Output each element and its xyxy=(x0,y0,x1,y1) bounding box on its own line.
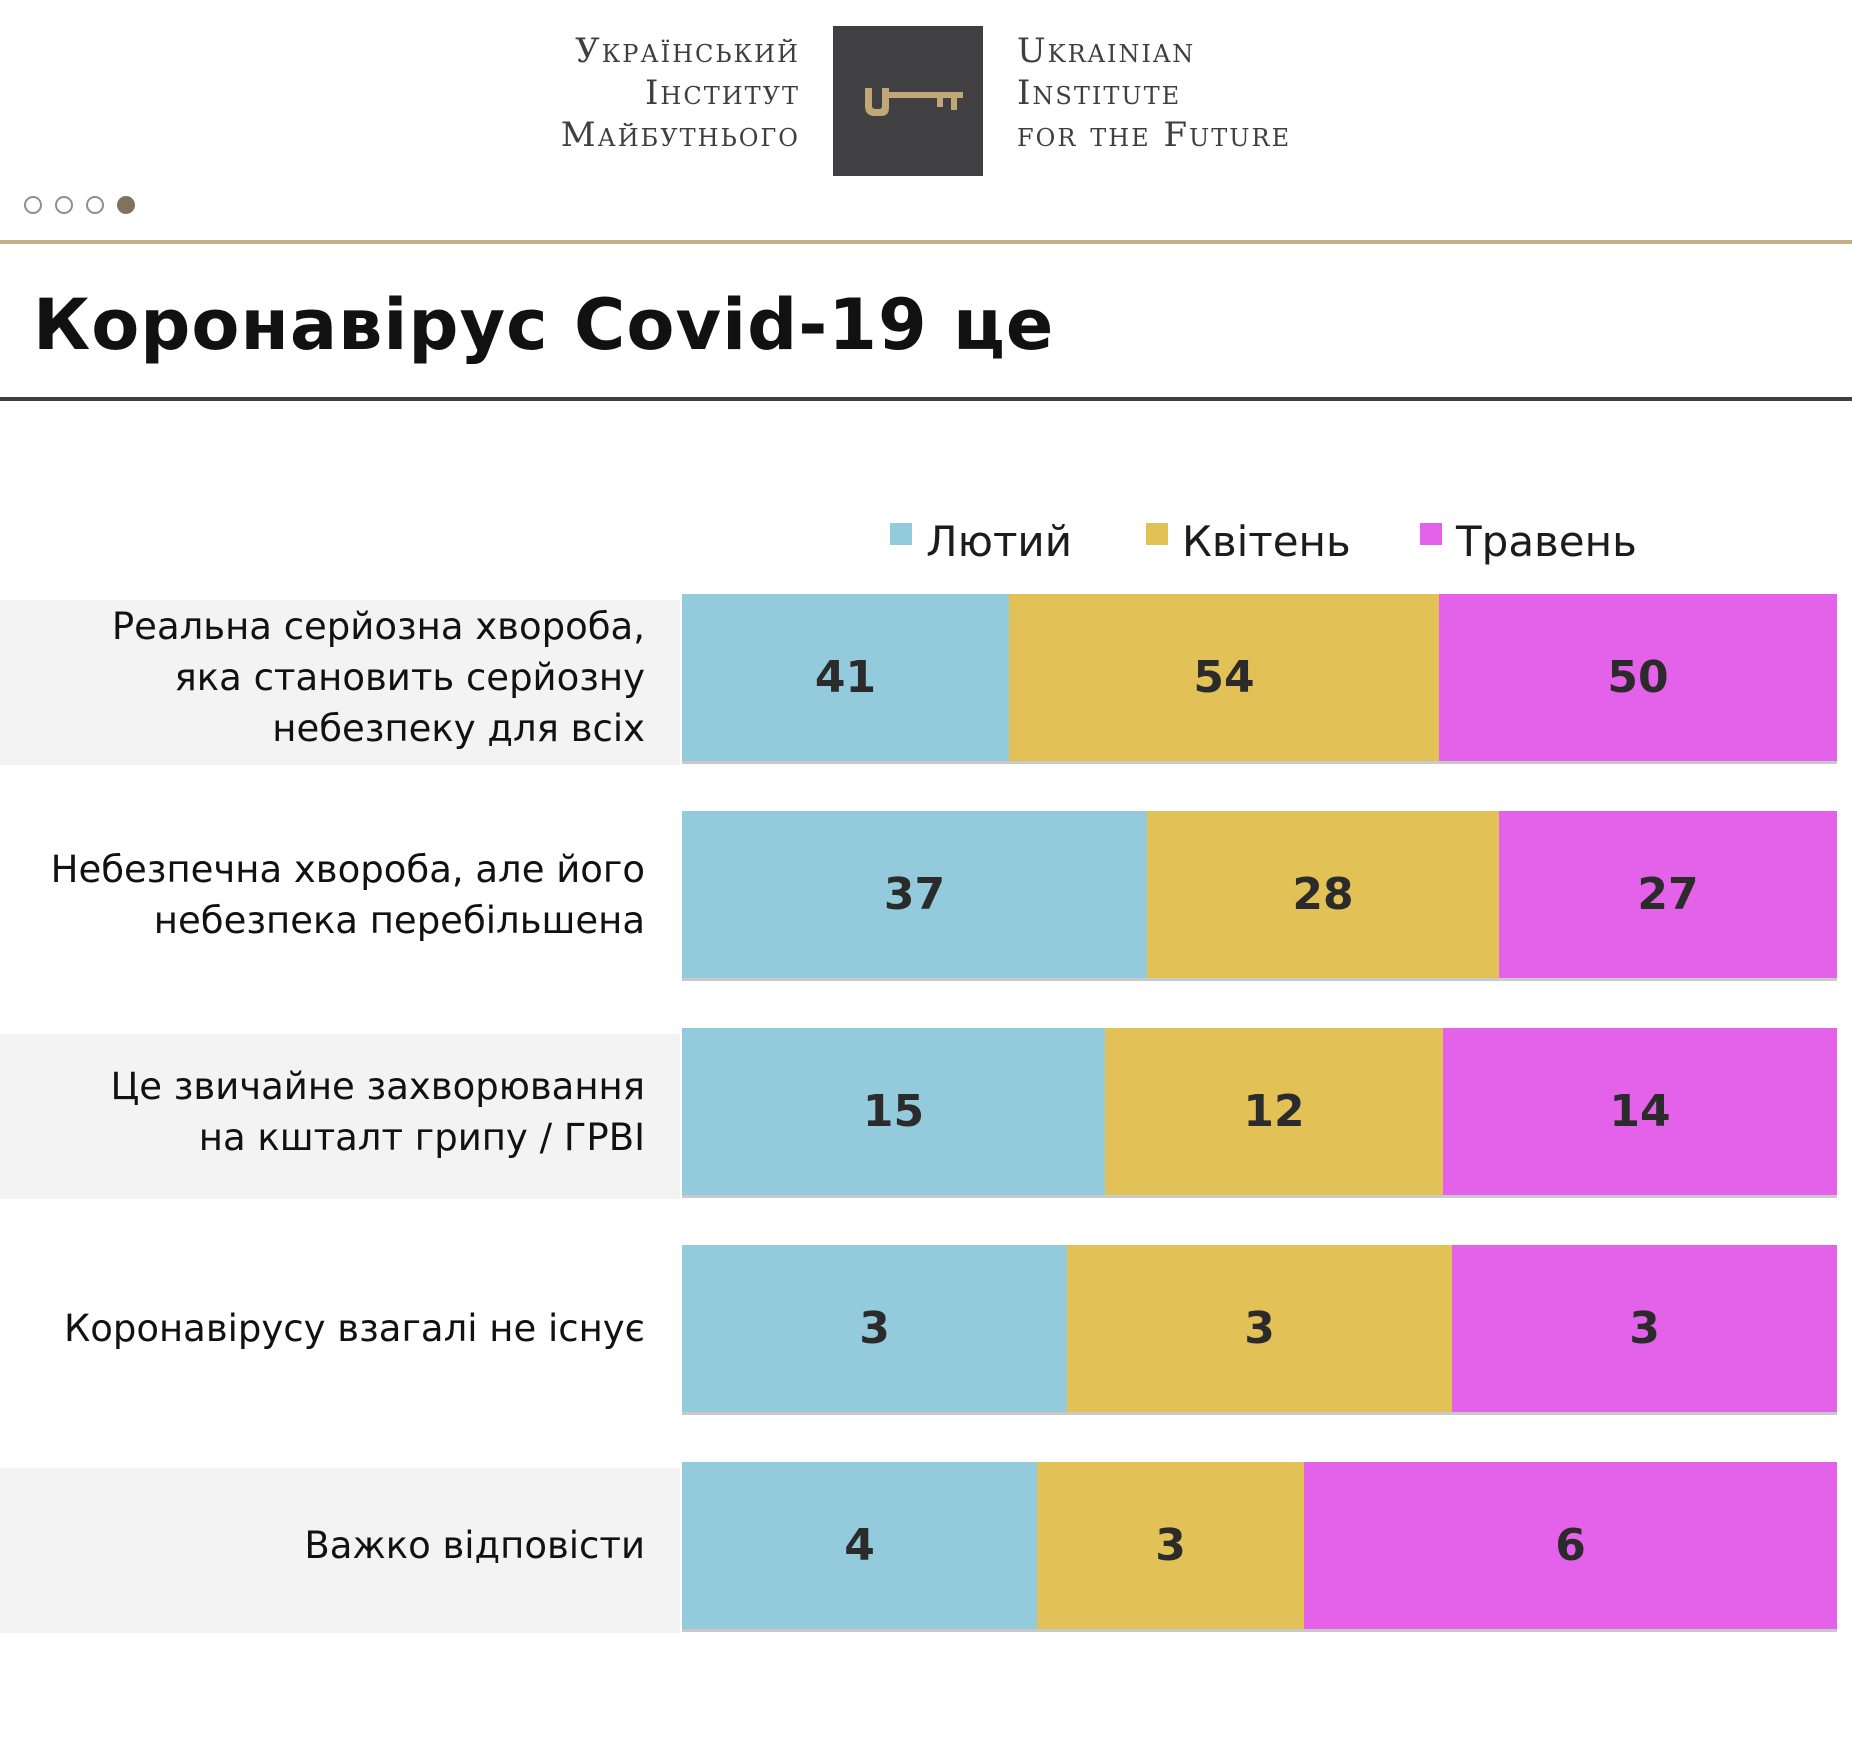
logo-line-ua-3: Майбутнього xyxy=(560,115,800,155)
key-icon xyxy=(865,88,963,116)
logo-text-ukrainian: Український Інститут Майбутнього xyxy=(561,30,800,156)
bar-shadow xyxy=(682,1412,1837,1415)
category-label-line: небезпеку для всіх xyxy=(272,707,645,750)
category-label: Це звичайне захворювання на кшталт грипу … xyxy=(0,1061,645,1163)
chart-legend: Лютий Квітень Травень xyxy=(0,515,1852,575)
category-label: Важко відповісти xyxy=(0,1520,645,1571)
category-label-line: Це звичайне захворювання xyxy=(110,1064,645,1108)
logo-mark xyxy=(833,26,983,176)
bar-segment-1: 37 xyxy=(682,811,1147,978)
category-label-line: Реальна серйозна хвороба, xyxy=(111,605,645,648)
bar-shadow xyxy=(682,1195,1837,1198)
bar-segment-3: 6 xyxy=(1304,1462,1837,1629)
bar-shadow xyxy=(682,978,1837,981)
bar-shadow xyxy=(682,761,1837,764)
category-label: Небезпечна хвороба, але його небезпека пе… xyxy=(0,844,645,946)
bar-segment-2: 28 xyxy=(1147,811,1499,978)
legend-swatch-3 xyxy=(1420,523,1442,545)
data-label: 3 xyxy=(859,1303,890,1354)
data-label: 41 xyxy=(814,652,877,703)
legend-label-1: Лютий xyxy=(926,517,1072,566)
category-label: Коронавірусу взагалі не існує xyxy=(0,1303,645,1354)
logo-text-english: Ukrainian Institute for the Future xyxy=(1017,30,1291,156)
category-label: Реальна серйозна хвороба, яка становить с… xyxy=(0,601,645,754)
category-label-line: Небезпечна хвороба, але його xyxy=(50,847,645,891)
data-label: 54 xyxy=(1193,652,1255,703)
legend-swatch-1 xyxy=(890,523,912,545)
legend-label-2: Квітень xyxy=(1182,517,1351,566)
page-dot-2[interactable] xyxy=(55,196,73,214)
logo-line-ua-1: Український xyxy=(575,31,800,71)
legend-label-3: Травень xyxy=(1456,517,1637,566)
data-label: 50 xyxy=(1607,652,1669,703)
row-band xyxy=(0,1034,680,1199)
logo-line-en-2: Institute xyxy=(1017,73,1182,113)
bar-segment-1: 15 xyxy=(682,1028,1105,1195)
page-dot-3[interactable] xyxy=(86,196,104,214)
bar-segment-3: 3 xyxy=(1452,1245,1837,1412)
row-band xyxy=(0,1468,680,1633)
data-label: 3 xyxy=(1629,1303,1660,1354)
data-label: 3 xyxy=(1155,1520,1186,1571)
data-label: 3 xyxy=(1244,1303,1275,1354)
category-label-line: на кшталт грипу / ГРВІ xyxy=(198,1115,645,1159)
category-label-line: небезпека перебільшена xyxy=(153,898,645,942)
legend-swatch-2 xyxy=(1146,523,1168,545)
data-label: 4 xyxy=(844,1520,875,1571)
data-label: 14 xyxy=(1609,1086,1671,1137)
bar-segment-1: 4 xyxy=(682,1462,1037,1629)
logo-line-en-1: Ukrainian xyxy=(1017,31,1196,71)
data-label: 15 xyxy=(862,1086,925,1137)
bar-segment-3: 14 xyxy=(1443,1028,1837,1195)
page-dot-1[interactable] xyxy=(24,196,42,214)
category-label-line: Коронавірусу взагалі не існує xyxy=(63,1307,645,1350)
row-band xyxy=(0,600,680,765)
category-label-line: яка становить серйозну xyxy=(174,656,645,699)
logo-line-ua-2: Інститут xyxy=(644,73,800,113)
page-title: Коронавірус Covid-19 це xyxy=(33,284,1055,366)
data-label: 28 xyxy=(1292,869,1354,920)
header-divider xyxy=(0,240,1852,244)
bar-segment-1: 41 xyxy=(682,594,1009,761)
bar-shadow xyxy=(682,1629,1837,1632)
bar-segment-3: 27 xyxy=(1499,811,1837,978)
title-divider xyxy=(0,397,1852,401)
bar-segment-2: 3 xyxy=(1067,1245,1452,1412)
data-label: 27 xyxy=(1637,869,1699,920)
data-label: 12 xyxy=(1243,1086,1305,1137)
bar-segment-2: 12 xyxy=(1105,1028,1443,1195)
bar-segment-3: 50 xyxy=(1439,594,1837,761)
bar-segment-1: 3 xyxy=(682,1245,1067,1412)
bar-segment-2: 54 xyxy=(1009,594,1439,761)
data-label: 6 xyxy=(1555,1520,1586,1571)
category-label-line: Важко відповісти xyxy=(304,1524,645,1567)
bar-segment-2: 3 xyxy=(1037,1462,1304,1629)
page-dot-4[interactable] xyxy=(117,196,135,214)
key-tooth xyxy=(937,98,943,107)
data-label: 37 xyxy=(883,869,946,920)
key-shape xyxy=(865,88,963,116)
logo-line-en-3: for the Future xyxy=(1017,115,1292,155)
